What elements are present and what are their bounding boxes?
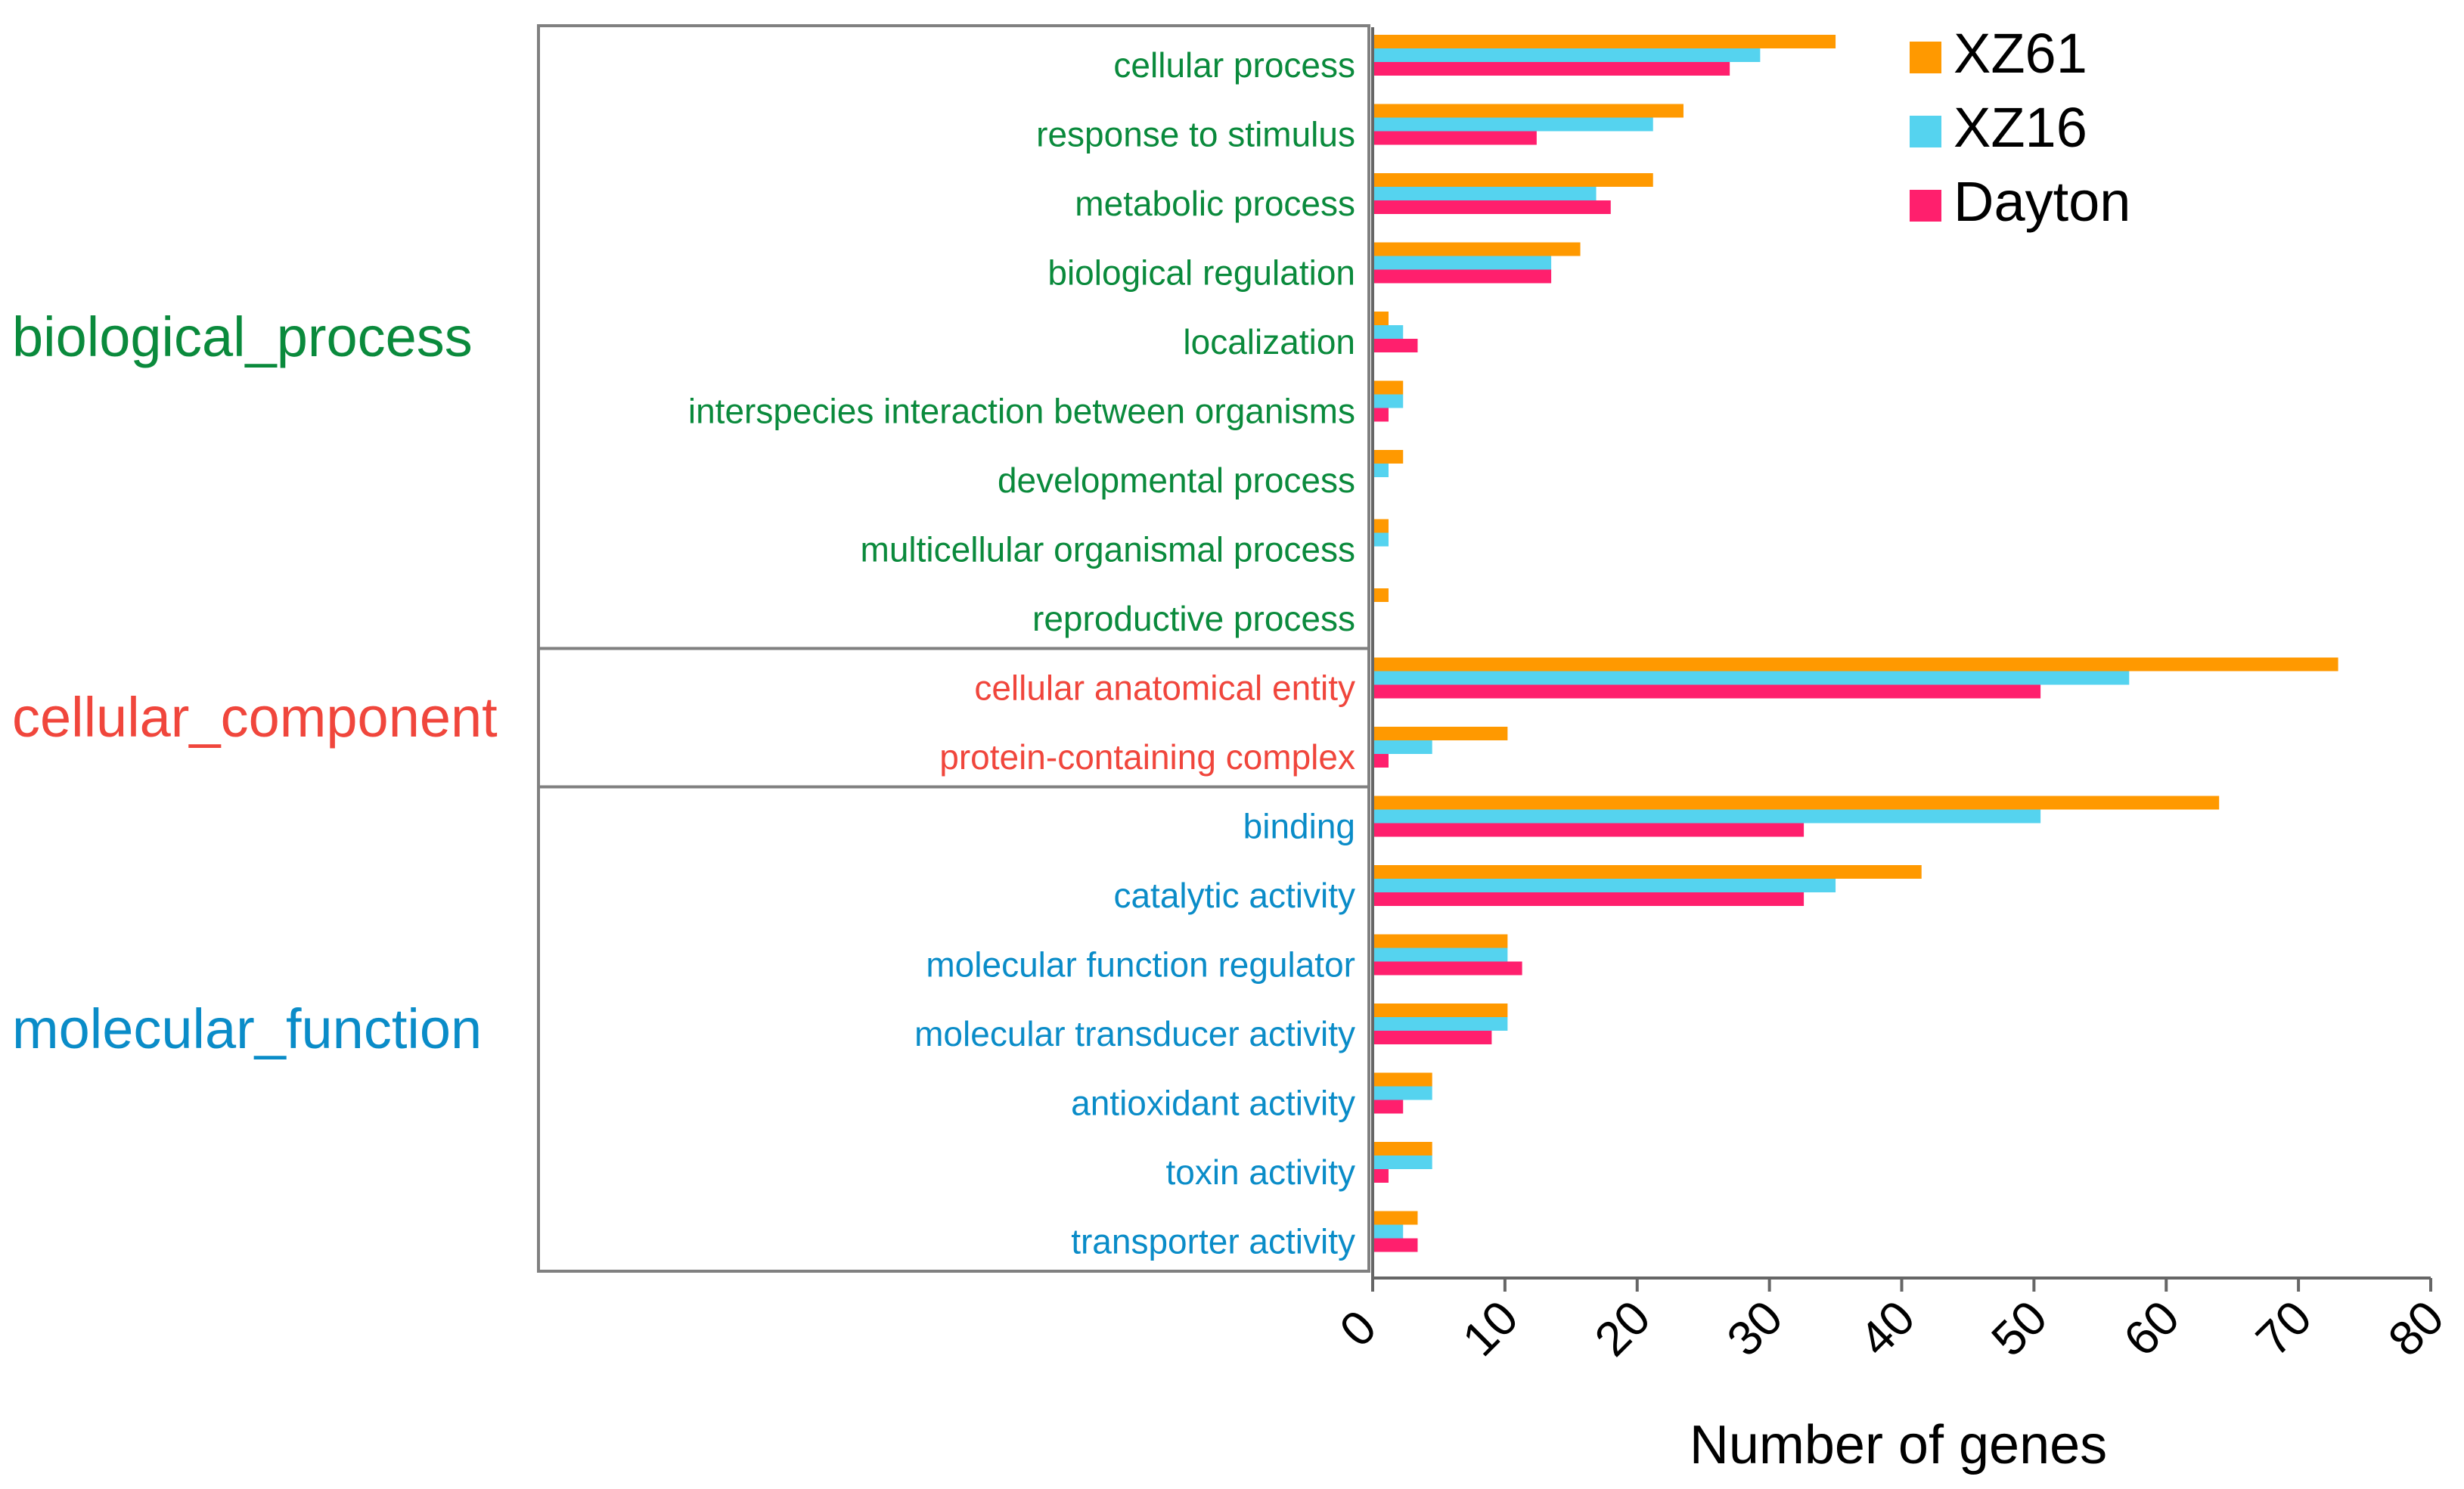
bar-xz61: [1373, 588, 1389, 602]
bar-xz16: [1373, 464, 1389, 477]
bar-xz61: [1373, 380, 1404, 395]
bar-xz16: [1373, 809, 2041, 824]
bar-dayton: [1373, 684, 2041, 699]
legend-swatch-dayton: [1910, 190, 1941, 222]
group-label: biological_process: [12, 306, 473, 368]
category-label: biological regulation: [1047, 253, 1355, 292]
bar-dayton: [1373, 339, 1418, 352]
category-label: developmental process: [998, 461, 1355, 500]
bar-xz16: [1373, 48, 1761, 62]
bar-dayton: [1373, 62, 1730, 76]
bar-dayton: [1373, 200, 1611, 214]
bar-dayton: [1373, 1169, 1389, 1183]
bar-xz16: [1373, 394, 1404, 408]
legend-swatch-xz61: [1910, 42, 1941, 73]
category-label: transporter activity: [1071, 1221, 1355, 1261]
bar-xz16: [1373, 117, 1653, 132]
bar-dayton: [1373, 754, 1389, 768]
category-label: cellular process: [1113, 45, 1355, 85]
category-label: toxin activity: [1165, 1152, 1355, 1192]
bar-dayton: [1373, 1100, 1404, 1114]
bar-xz16: [1373, 1156, 1432, 1169]
bar-xz61: [1373, 727, 1508, 740]
category-label: cellular anatomical entity: [974, 668, 1355, 707]
bar-xz61: [1373, 934, 1508, 948]
bar-xz16: [1373, 532, 1389, 547]
group-frame: [537, 785, 1370, 1273]
bar-xz61: [1373, 104, 1684, 118]
bar-dayton: [1373, 961, 1522, 976]
category-label: localization: [1183, 322, 1355, 361]
category-label: molecular transducer activity: [914, 1014, 1355, 1053]
bar-xz61: [1373, 1004, 1508, 1017]
bar-xz61: [1373, 1072, 1432, 1087]
bar-xz16: [1373, 1224, 1404, 1239]
bar-xz61: [1373, 173, 1653, 187]
bar-dayton: [1373, 1238, 1418, 1252]
category-labels: cellular process response to stimulus meta…: [688, 45, 1355, 1261]
x-tick-label: 40: [1848, 1290, 1925, 1366]
bar-xz16: [1373, 325, 1404, 339]
x-tick-label: 0: [1329, 1299, 1386, 1357]
x-tick-label: 50: [1981, 1290, 2057, 1366]
bar-xz16: [1373, 256, 1552, 270]
legend-label: XZ16: [1954, 96, 2087, 159]
category-label: response to stimulus: [1036, 114, 1355, 154]
category-frames: [537, 24, 1370, 1273]
category-label: protein-containing complex: [939, 737, 1355, 777]
x-tick-label: 80: [2378, 1290, 2454, 1366]
x-axis-label: Number of genes: [1690, 1415, 2107, 1475]
bar-dayton: [1373, 131, 1537, 145]
category-label: antioxidant activity: [1071, 1083, 1355, 1122]
group-labels: biological_process cellular_componentmole…: [12, 306, 498, 1060]
bar-dayton: [1373, 408, 1389, 422]
bar-xz16: [1373, 671, 2130, 685]
legend-label: XZ61: [1954, 22, 2087, 85]
bar-xz61: [1373, 242, 1581, 256]
bars: [1373, 35, 2338, 1252]
bar-dayton: [1373, 823, 1805, 837]
bar-xz61: [1373, 1142, 1432, 1156]
x-tick-label: 60: [2113, 1290, 2189, 1366]
bar-xz61: [1373, 1211, 1418, 1225]
bar-xz16: [1373, 740, 1432, 754]
category-label: metabolic process: [1075, 184, 1355, 223]
bar-xz16: [1373, 879, 1836, 892]
category-label: reproductive process: [1032, 599, 1355, 638]
x-tick-label: 20: [1584, 1290, 1661, 1366]
bar-xz61: [1373, 450, 1404, 464]
legend: XZ61 XZ16 Dayton: [1910, 22, 2130, 233]
category-label: multicellular organismal process: [861, 529, 1355, 569]
legend-label: Dayton: [1954, 170, 2130, 233]
bar-xz61: [1373, 519, 1389, 533]
category-label: interspecies interaction between organis…: [688, 391, 1355, 430]
bar-xz16: [1373, 948, 1508, 962]
category-label: molecular function regulator: [926, 945, 1355, 984]
bar-xz16: [1373, 1086, 1432, 1100]
bar-xz61: [1373, 312, 1389, 325]
bar-xz61: [1373, 35, 1836, 48]
bar-dayton: [1373, 1031, 1492, 1044]
bar-xz61: [1373, 865, 1922, 879]
group-label: cellular_component: [12, 686, 498, 749]
bar-xz16: [1373, 187, 1597, 200]
x-tick-label: 30: [1716, 1290, 1792, 1366]
bar-xz61: [1373, 796, 2220, 810]
group-label: molecular_function: [12, 997, 482, 1060]
category-label: catalytic activity: [1113, 876, 1355, 915]
x-tick-label: 70: [2245, 1290, 2322, 1366]
legend-swatch-xz16: [1910, 116, 1941, 147]
category-label: binding: [1243, 806, 1355, 845]
bar-xz61: [1373, 657, 2338, 672]
x-tick-label: 10: [1452, 1290, 1528, 1366]
bar-dayton: [1373, 269, 1552, 284]
bar-dayton: [1373, 892, 1805, 906]
bar-xz16: [1373, 1017, 1508, 1031]
